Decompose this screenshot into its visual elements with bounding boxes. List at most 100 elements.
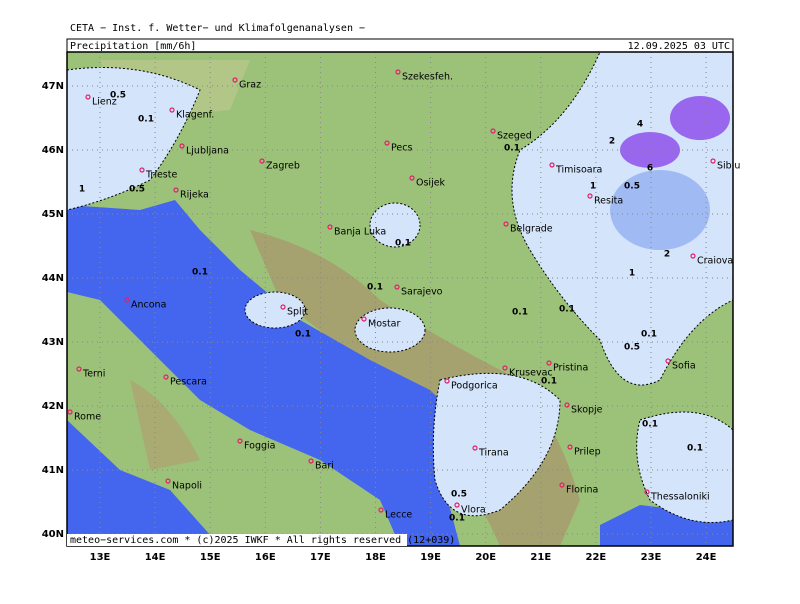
lat-label: 47N bbox=[42, 81, 64, 92]
city-dot bbox=[472, 445, 478, 451]
contour-label: 2 bbox=[664, 250, 670, 260]
city-dot bbox=[232, 77, 238, 83]
contour-label: 0.1 bbox=[504, 144, 520, 154]
city-dot bbox=[124, 297, 130, 303]
city-dot bbox=[690, 253, 696, 259]
city-label: Ljubljana bbox=[186, 146, 229, 157]
city-label: Klagenf. bbox=[176, 110, 214, 121]
lon-label: 24E bbox=[696, 552, 717, 563]
lon-label: 15E bbox=[200, 552, 221, 563]
contour-label: 0.1 bbox=[559, 305, 575, 315]
city-label: Mostar bbox=[368, 319, 401, 330]
city-dot bbox=[237, 438, 243, 444]
contour-label: 0.1 bbox=[641, 330, 657, 340]
city-label: Vlora bbox=[461, 505, 486, 516]
city-label: Banja Luka bbox=[334, 227, 386, 238]
contour-label: 4 bbox=[637, 120, 643, 130]
city-dot bbox=[395, 69, 401, 75]
city-dot bbox=[85, 94, 91, 100]
graticule bbox=[67, 52, 733, 546]
city-label: Tirana bbox=[478, 448, 509, 459]
contour-label: 6 bbox=[647, 164, 653, 174]
city-dot bbox=[394, 284, 400, 290]
contour-label: 1 bbox=[590, 182, 596, 192]
map-area bbox=[67, 52, 733, 546]
city-label: Timisoara bbox=[555, 165, 602, 176]
city-dot bbox=[169, 107, 175, 113]
city-label: Sibiu bbox=[717, 161, 740, 172]
lon-label: 14E bbox=[145, 552, 166, 563]
city-label: Rome bbox=[74, 412, 101, 423]
contour-label: 0.5 bbox=[129, 185, 145, 195]
contour-label: 0.1 bbox=[395, 239, 411, 249]
contour-label: 2 bbox=[609, 137, 615, 147]
date: 12.09.2025 03 UTC bbox=[628, 41, 730, 52]
city-label: Skopje bbox=[571, 405, 603, 416]
city-label: Split bbox=[287, 307, 308, 318]
city-label: Bari bbox=[315, 461, 334, 472]
city-label: Osijek bbox=[416, 178, 446, 189]
city-label: Lecce bbox=[385, 510, 412, 521]
city-label: Szeged bbox=[497, 131, 532, 142]
city-dot bbox=[361, 316, 367, 322]
city-label: Sofia bbox=[672, 361, 696, 372]
lon-label: 22E bbox=[586, 552, 607, 563]
contour-label: 0.1 bbox=[367, 283, 383, 293]
city-dot bbox=[559, 482, 565, 488]
city-label: Sarajevo bbox=[401, 287, 443, 298]
city-label: Podgorica bbox=[451, 381, 498, 392]
city-label: Pristina bbox=[553, 363, 588, 374]
contour-label: 0.1 bbox=[541, 377, 557, 387]
footer-bg bbox=[67, 534, 407, 546]
city-label: Zagreb bbox=[266, 161, 300, 172]
city-label: Resita bbox=[594, 196, 623, 207]
city-label: Belgrade bbox=[510, 224, 553, 235]
city-dot bbox=[378, 507, 384, 513]
lon-label: 21E bbox=[530, 552, 551, 563]
city-label: Florina bbox=[566, 485, 598, 496]
city-dot bbox=[139, 167, 145, 173]
city-dot bbox=[490, 128, 496, 134]
contour-label: 0.1 bbox=[512, 308, 528, 318]
lon-label: 19E bbox=[420, 552, 441, 563]
city-dot bbox=[384, 140, 390, 146]
city-label: Napoli bbox=[172, 481, 202, 492]
contour-label: 0.1 bbox=[449, 514, 465, 524]
contour-label: 0.5 bbox=[624, 182, 640, 192]
city-dot bbox=[665, 358, 671, 364]
lon-label: 13E bbox=[90, 552, 111, 563]
lon-label: 20E bbox=[475, 552, 496, 563]
contour-label: 0.1 bbox=[138, 115, 154, 125]
city-label: Szekesfeh. bbox=[402, 72, 453, 83]
lon-label: 17E bbox=[310, 552, 331, 563]
city-dot bbox=[67, 409, 73, 415]
city-label: Thessaloniki bbox=[650, 492, 710, 503]
city-dot bbox=[179, 143, 185, 149]
city-label: Graz bbox=[239, 80, 261, 91]
city-dot bbox=[549, 162, 555, 168]
contour-label: 0.1 bbox=[295, 330, 311, 340]
lat-label: 45N bbox=[42, 209, 64, 220]
city-dot bbox=[444, 378, 450, 384]
city-dot bbox=[409, 175, 415, 181]
city-dot bbox=[163, 374, 169, 380]
city-dot bbox=[454, 502, 460, 508]
city-dot bbox=[564, 402, 570, 408]
lon-label: 23E bbox=[641, 552, 662, 563]
city-dot bbox=[546, 360, 552, 366]
city-dot bbox=[503, 221, 509, 227]
contour-label: 0.1 bbox=[687, 444, 703, 454]
contour-label: 0.5 bbox=[624, 343, 640, 353]
city-label: Lienz bbox=[92, 97, 117, 108]
footer: meteo−services.com * (c)2025 IWKF * All … bbox=[70, 535, 455, 546]
city-label: Pecs bbox=[391, 143, 412, 154]
lat-label: 44N bbox=[42, 273, 64, 284]
city-dot bbox=[502, 365, 508, 371]
city-dot bbox=[587, 193, 593, 199]
city-label: Pescara bbox=[170, 377, 207, 388]
contour-label: 0.1 bbox=[192, 268, 208, 278]
city-label: Rijeka bbox=[180, 190, 209, 201]
contour-label: 0.5 bbox=[110, 91, 126, 101]
lon-label: 18E bbox=[365, 552, 386, 563]
